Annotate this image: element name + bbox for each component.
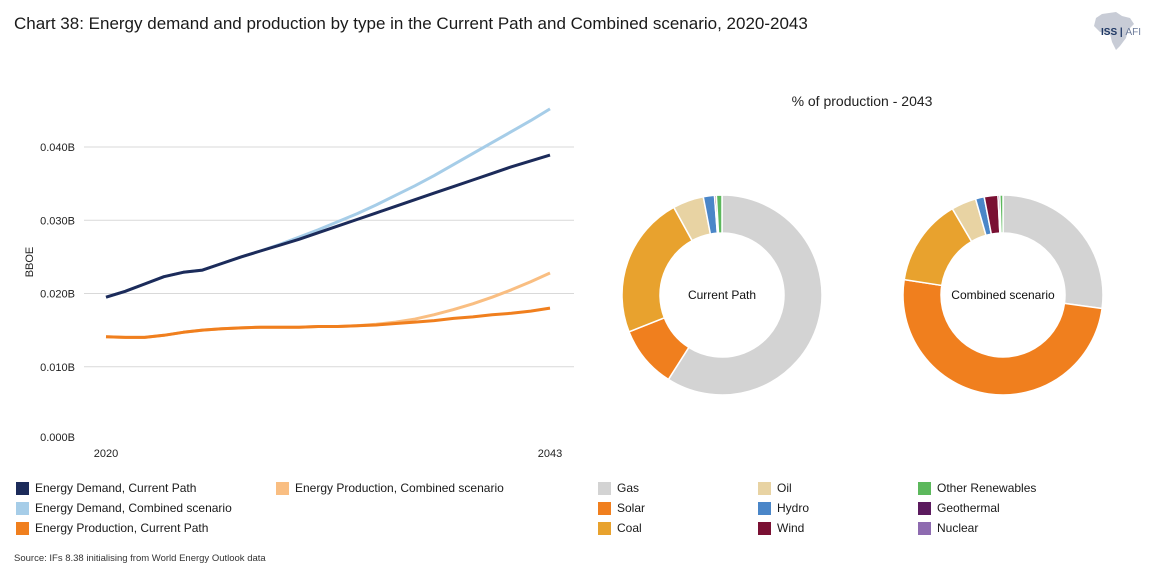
y-tick-label: 0.040B	[40, 142, 75, 154]
legend-swatch	[918, 521, 931, 535]
chart-title: Chart 38: Energy demand and production b…	[14, 14, 808, 33]
y-tick-label: 0.020B	[40, 289, 75, 301]
legend-item-oil: Oil	[758, 481, 792, 495]
legend-swatch	[276, 481, 289, 495]
x-tick-label: 2020	[94, 448, 118, 460]
y-tick-label: 0.000B	[40, 432, 75, 444]
series-line-0	[105, 153, 551, 299]
legend-item-wind: Wind	[758, 521, 804, 535]
legend-item-geothermal: Geothermal	[918, 501, 1000, 515]
legend-swatch	[758, 501, 771, 515]
legend-item-production-combined: Energy Production, Combined scenario	[276, 481, 504, 495]
donut-slice-solar	[902, 278, 1103, 396]
y-tick-label: 0.010B	[40, 362, 75, 374]
y-axis-label: BBOE	[24, 247, 36, 278]
logo-text: ISS | AFI	[1101, 27, 1142, 38]
legend-item-other-renewables: Other Renewables	[918, 481, 1036, 495]
legend-item-solar: Solar	[598, 501, 645, 515]
legend-item-gas: Gas	[598, 481, 639, 495]
legend-item-demand-current: Energy Demand, Current Path	[16, 481, 196, 495]
y-tick-label: 0.030B	[40, 215, 75, 227]
legend-item-coal: Coal	[598, 521, 642, 535]
donut-center-label: Current Path	[688, 288, 756, 302]
legend-swatch	[918, 501, 931, 515]
legend-swatch	[16, 521, 29, 535]
africa-logo-icon	[1094, 12, 1134, 50]
donut-slice-other-renewables	[999, 194, 1004, 234]
legend-swatch	[918, 481, 931, 495]
donut-slice-gas	[667, 194, 823, 396]
series-line-2	[105, 306, 551, 339]
legend-item-hydro: Hydro	[758, 501, 809, 515]
legend-swatch	[598, 521, 611, 535]
legend-item-nuclear: Nuclear	[918, 521, 978, 535]
donut-section-title: % of production - 2043	[792, 93, 933, 109]
legend-swatch	[758, 521, 771, 535]
legend-item-production-current: Energy Production, Current Path	[16, 521, 208, 535]
legend-swatch	[598, 501, 611, 515]
legend-swatch	[16, 501, 29, 515]
legend-swatch	[758, 481, 771, 495]
legend-item-demand-combined: Energy Demand, Combined scenario	[16, 501, 232, 515]
x-tick-label: 2043	[538, 448, 562, 460]
legend-swatch	[598, 481, 611, 495]
donut-center-label: Combined scenario	[951, 288, 1055, 302]
legend-swatch	[16, 481, 29, 495]
donut-slice-coal	[621, 206, 694, 333]
donut-slice-other-renewables	[715, 194, 723, 234]
source-note: Source: IFs 8.38 initialising from World…	[14, 553, 266, 564]
